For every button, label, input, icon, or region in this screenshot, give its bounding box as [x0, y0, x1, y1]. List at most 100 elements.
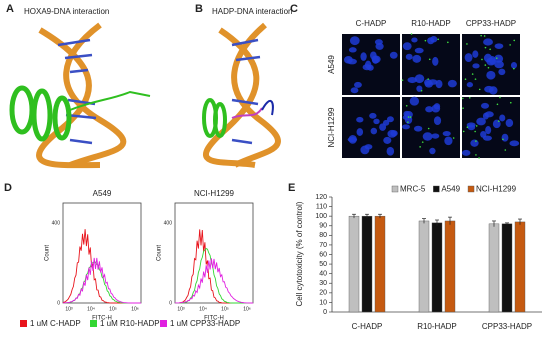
- nucleus: [433, 116, 442, 126]
- nucleus: [414, 74, 425, 84]
- y-tick-label: 60: [319, 251, 327, 258]
- plot-frame: [62, 202, 142, 304]
- nucleus: [386, 116, 394, 123]
- column-header: CPP33-HADP: [466, 19, 516, 28]
- y-tick-label: 120: [315, 194, 327, 201]
- histogram-curve: [63, 257, 141, 304]
- nucleus: [407, 77, 418, 84]
- panel-label: B: [195, 3, 203, 15]
- fitc-signal: [474, 130, 476, 133]
- error-bar: [352, 213, 356, 219]
- histogram-curve: [62, 229, 141, 304]
- x-tick-label: 10⁶: [131, 306, 139, 312]
- nucleus: [382, 119, 390, 126]
- legend-swatch: [467, 185, 475, 193]
- fitc-signal: [499, 96, 501, 99]
- fitc-signal: [483, 35, 486, 37]
- nucleus: [466, 122, 476, 128]
- nucleus: [480, 102, 490, 109]
- nucleus: [349, 36, 360, 46]
- y-tick-label: 0: [323, 309, 327, 316]
- fitc-signal: [468, 96, 471, 99]
- nucleus: [389, 51, 398, 59]
- error-bar: [518, 218, 522, 225]
- row-header: A549: [327, 55, 336, 74]
- nucleus: [373, 118, 380, 125]
- fitc-signal: [513, 39, 516, 42]
- y-tick-label: 80: [319, 232, 327, 239]
- histogram-curve: [175, 248, 253, 304]
- error-bar: [365, 213, 369, 219]
- y-axis-label: Cell cytotoxicity (% of control): [295, 201, 304, 306]
- y-tick-label: 400: [52, 220, 61, 226]
- fitc-signal: [424, 39, 427, 42]
- bar: [501, 223, 513, 313]
- fitc-signal: [475, 154, 477, 156]
- nucleus: [494, 60, 504, 69]
- fitc-signal: [421, 141, 424, 143]
- fitc-signal: [407, 121, 409, 123]
- nucleus: [447, 79, 457, 88]
- y-tick-label: 30: [319, 280, 327, 287]
- nucleus: [431, 133, 440, 139]
- panel-label: D: [4, 182, 12, 194]
- nucleus: [350, 87, 359, 94]
- fitc-signal: [405, 104, 408, 107]
- fitc-signal: [484, 46, 487, 49]
- fitc-signal: [462, 107, 464, 109]
- nucleus: [429, 147, 436, 155]
- nucleus: [498, 68, 506, 76]
- nucleus: [461, 149, 471, 156]
- fitc-signal: [489, 48, 491, 51]
- bar: [418, 220, 430, 313]
- y-tick-label: 10: [319, 299, 327, 306]
- x-tick-label: 10⁶: [243, 306, 251, 312]
- fitc-signal: [474, 78, 477, 80]
- plot-frame: [174, 202, 254, 304]
- nucleus: [431, 104, 441, 113]
- nucleus: [375, 42, 384, 50]
- nucleus: [492, 119, 501, 129]
- nucleus: [386, 146, 395, 156]
- fitc-signal: [509, 101, 512, 104]
- bar: [431, 222, 443, 313]
- nucleus: [428, 79, 438, 85]
- plot-title: NCI-H1299: [194, 189, 235, 198]
- y-tick-label: 100: [315, 213, 327, 220]
- nucleus: [505, 118, 514, 128]
- x-axis-label: FITC-H: [92, 316, 112, 322]
- fitc-signal: [462, 97, 464, 100]
- nucleus: [442, 130, 451, 137]
- fitc-signal: [496, 103, 499, 106]
- y-tick-label: 50: [319, 261, 327, 268]
- fitc-signal: [452, 137, 455, 139]
- legend-label: MRC-5: [400, 185, 426, 194]
- x-tick-label: 10⁴: [199, 306, 207, 312]
- bar: [361, 215, 373, 313]
- nucleus: [476, 117, 486, 126]
- x-tick-label: 10⁵: [109, 306, 117, 312]
- nucleus: [510, 61, 518, 69]
- x-tick-label: C-HADP: [352, 322, 383, 331]
- y-tick-label: 400: [164, 220, 173, 226]
- nucleus: [494, 54, 504, 63]
- nucleus: [427, 37, 435, 45]
- fitc-signal: [478, 88, 481, 91]
- fitc-signal: [420, 89, 423, 92]
- x-tick-label: 10⁴: [87, 306, 95, 312]
- nucleus: [348, 134, 357, 144]
- column-header: C-HADP: [356, 19, 387, 28]
- fitc-signal: [509, 44, 511, 46]
- nucleus: [356, 128, 364, 136]
- fitc-signal: [427, 127, 430, 130]
- fitc-signal: [466, 43, 468, 45]
- legend-swatch: [20, 320, 27, 327]
- x-tick-label: 10⁵: [221, 306, 229, 312]
- nucleus: [482, 112, 489, 120]
- y-axis-label: Count: [45, 245, 51, 261]
- error-bar: [492, 220, 496, 227]
- nucleus: [344, 56, 353, 64]
- x-tick-label: 10³: [177, 306, 185, 312]
- nucleus: [383, 136, 392, 144]
- nucleus: [416, 85, 423, 92]
